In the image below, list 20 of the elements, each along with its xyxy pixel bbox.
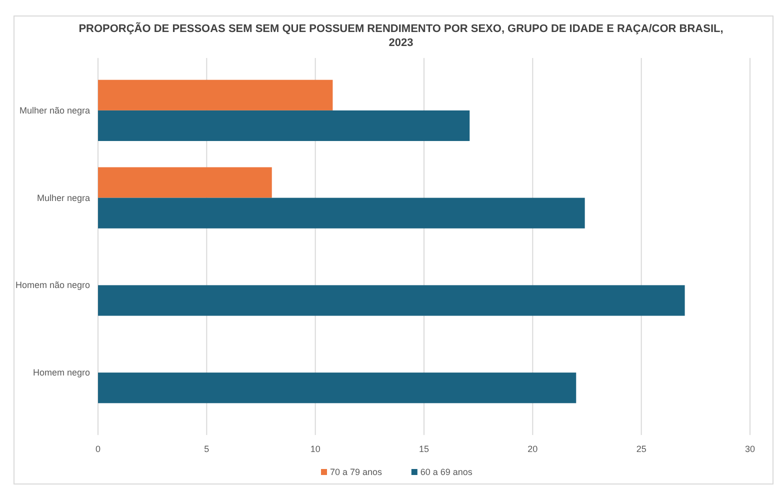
bar bbox=[98, 110, 470, 142]
bar bbox=[98, 80, 333, 110]
y-tick-label: Mulher negra bbox=[36, 192, 90, 203]
bar bbox=[98, 167, 272, 198]
x-tick-label: 5 bbox=[204, 444, 210, 454]
x-tick-label: 10 bbox=[310, 444, 320, 454]
bar bbox=[98, 198, 585, 228]
x-tick-label: 25 bbox=[636, 444, 646, 454]
x-tick-label: 0 bbox=[95, 444, 101, 454]
bar bbox=[98, 372, 576, 404]
x-tick-label: 30 bbox=[744, 444, 756, 454]
y-tick-label: Homem negro bbox=[32, 368, 90, 378]
legend-label: 60 a 69 anos bbox=[420, 467, 473, 477]
legend-label: 70 a 79 anos bbox=[330, 467, 383, 477]
y-tick-label: Homem não negro bbox=[15, 280, 90, 290]
x-tick-label: 20 bbox=[528, 444, 538, 454]
x-tick-label: 15 bbox=[418, 444, 430, 454]
y-tick-label: Mulher não negra bbox=[19, 105, 90, 116]
bar bbox=[98, 285, 685, 316]
chart-title: PROPORÇÃO DE PESSOAS SEM SEM QUE POSSUEM RENDIMENTO POR SEXO, GRUPO DE IDADE E RAÇA/COR BRASIL, 2023 bbox=[78, 22, 724, 49]
